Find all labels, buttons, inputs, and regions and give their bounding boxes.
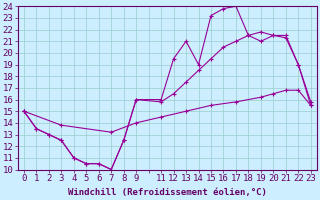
X-axis label: Windchill (Refroidissement éolien,°C): Windchill (Refroidissement éolien,°C) xyxy=(68,188,267,197)
